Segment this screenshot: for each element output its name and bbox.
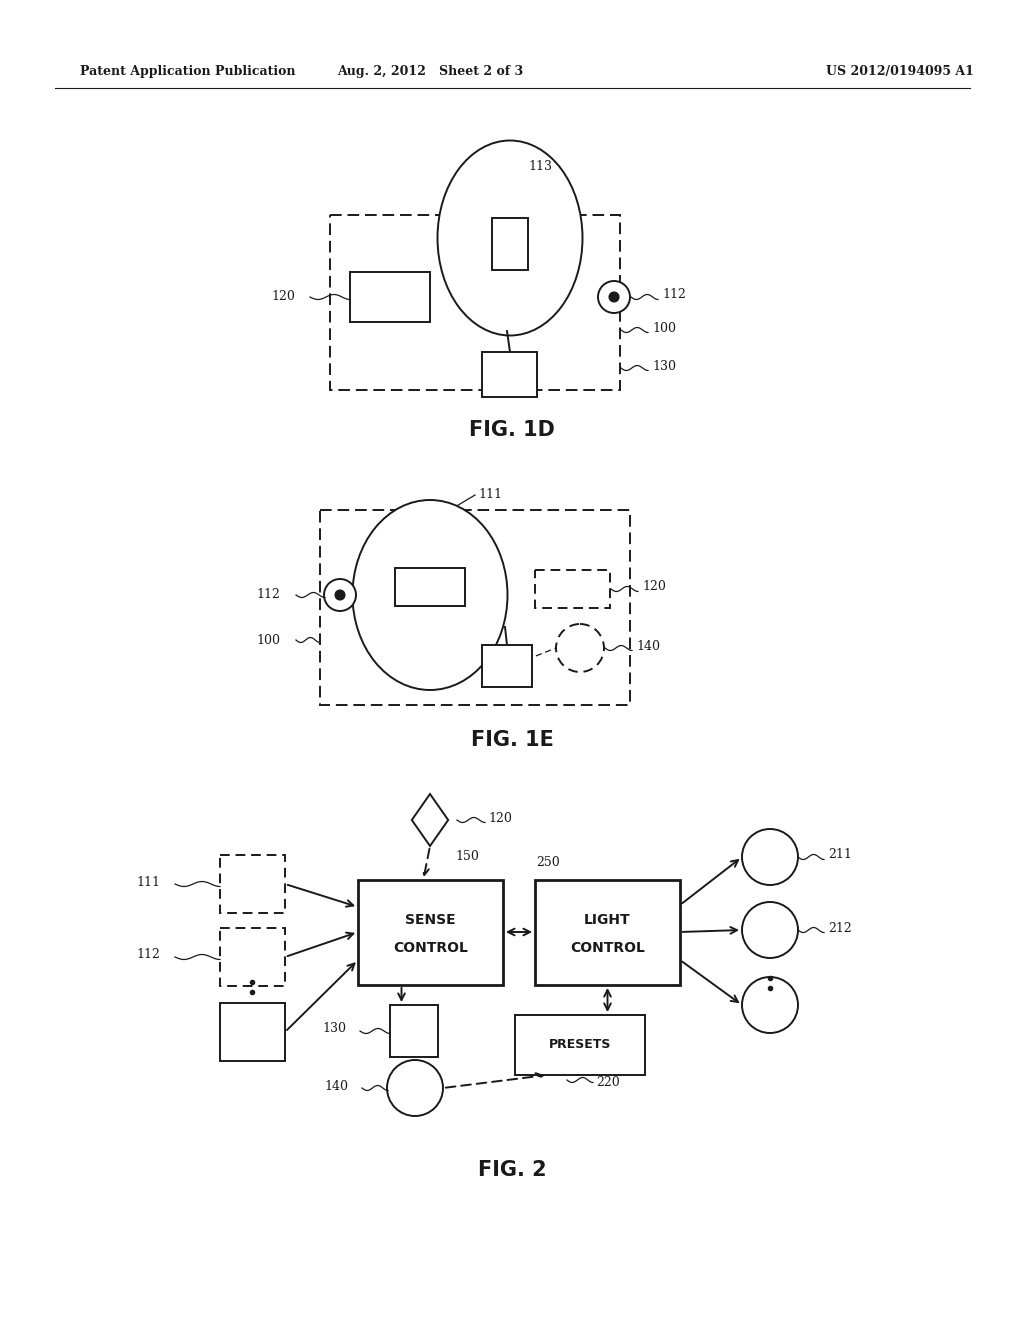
- Text: 100: 100: [256, 634, 280, 647]
- Bar: [358, 880, 503, 985]
- Text: PRESETS: PRESETS: [549, 1039, 611, 1052]
- Text: CONTROL: CONTROL: [393, 941, 468, 956]
- Text: FIG. 1D: FIG. 1D: [469, 420, 555, 440]
- Bar: [535, 880, 680, 985]
- Circle shape: [609, 292, 618, 302]
- Bar: [515, 1015, 645, 1074]
- Text: 140: 140: [324, 1080, 348, 1093]
- Ellipse shape: [437, 140, 583, 335]
- Ellipse shape: [352, 500, 508, 690]
- Text: 212: 212: [828, 921, 852, 935]
- Circle shape: [387, 1060, 443, 1115]
- Circle shape: [598, 281, 630, 313]
- Bar: [390, 1005, 438, 1057]
- Circle shape: [742, 829, 798, 884]
- Text: 100: 100: [652, 322, 676, 334]
- Text: 112: 112: [256, 589, 280, 602]
- Bar: [220, 1003, 285, 1061]
- Text: SENSE: SENSE: [406, 913, 456, 927]
- Text: US 2012/0194095 A1: US 2012/0194095 A1: [826, 66, 974, 78]
- Bar: [482, 645, 532, 686]
- Text: 120: 120: [271, 290, 295, 304]
- Text: 140: 140: [636, 639, 660, 652]
- Text: FIG. 1E: FIG. 1E: [471, 730, 553, 750]
- Text: 130: 130: [652, 359, 676, 372]
- Bar: [395, 568, 465, 606]
- Text: Aug. 2, 2012   Sheet 2 of 3: Aug. 2, 2012 Sheet 2 of 3: [337, 66, 523, 78]
- Circle shape: [324, 579, 356, 611]
- Circle shape: [335, 590, 345, 601]
- Polygon shape: [412, 795, 449, 846]
- Bar: [220, 855, 285, 913]
- Circle shape: [742, 977, 798, 1034]
- Text: LIGHT: LIGHT: [584, 913, 631, 927]
- Circle shape: [742, 902, 798, 958]
- Bar: [350, 272, 430, 322]
- Text: 130: 130: [322, 1023, 346, 1035]
- Text: Patent Application Publication: Patent Application Publication: [80, 66, 296, 78]
- Bar: [330, 215, 620, 389]
- Text: 112: 112: [136, 949, 160, 961]
- Text: 120: 120: [488, 812, 512, 825]
- Bar: [220, 928, 285, 986]
- Text: CONTROL: CONTROL: [570, 941, 645, 956]
- Text: 112: 112: [662, 289, 686, 301]
- Text: 113: 113: [528, 160, 552, 173]
- Bar: [319, 510, 630, 705]
- Text: 150: 150: [455, 850, 479, 862]
- Bar: [482, 352, 537, 397]
- Text: FIG. 2: FIG. 2: [477, 1160, 547, 1180]
- Text: 120: 120: [642, 581, 666, 594]
- Text: 111: 111: [478, 487, 502, 500]
- Circle shape: [556, 624, 604, 672]
- Text: 111: 111: [136, 875, 160, 888]
- Text: 211: 211: [828, 849, 852, 862]
- Bar: [492, 218, 528, 271]
- Bar: [535, 570, 610, 609]
- Text: 250: 250: [536, 855, 560, 869]
- Text: 220: 220: [596, 1076, 620, 1089]
